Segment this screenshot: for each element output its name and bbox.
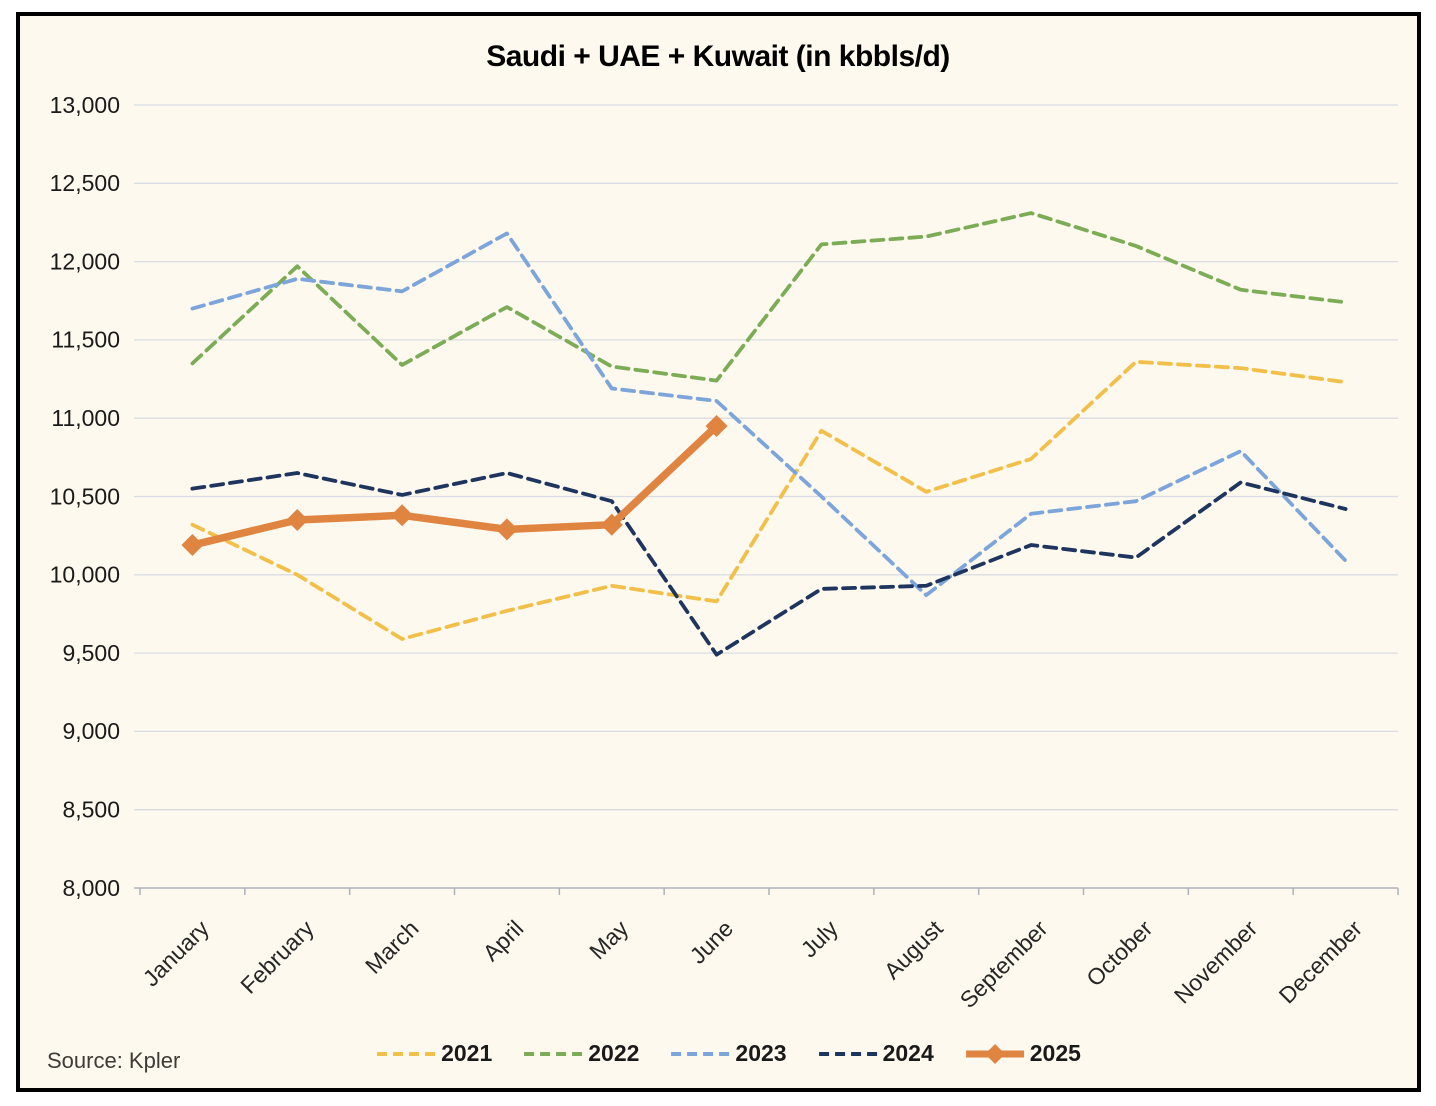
y-tick-label: 11,500: [51, 327, 120, 353]
series-marker-2025: [181, 534, 204, 557]
x-tick-label: August: [879, 915, 948, 984]
y-tick-label: 8,000: [62, 875, 120, 901]
series-marker-2025: [600, 513, 623, 536]
x-tick-label: November: [1169, 915, 1263, 1009]
legend-item-2022: 2022: [522, 1040, 639, 1067]
source-label: Source: Kpler: [47, 1048, 181, 1073]
y-tick-label: 9,500: [62, 640, 120, 666]
legend-swatch-2022: [524, 1051, 583, 1056]
legend-label-2023: 2023: [735, 1040, 787, 1066]
legend-swatch-2024: [818, 1051, 877, 1056]
series-marker-2025: [391, 504, 414, 527]
legend-label-2025: 2025: [1029, 1040, 1081, 1066]
legend-swatch-2023: [671, 1051, 730, 1056]
x-tick-label: October: [1081, 915, 1157, 991]
x-tick-label: April: [478, 915, 529, 966]
legend-label-2024: 2024: [882, 1040, 934, 1066]
x-tick-label: January: [138, 915, 215, 992]
series-line-2024: [190, 471, 1348, 657]
x-tick-label: May: [584, 915, 633, 964]
y-tick-label: 8,500: [62, 797, 120, 823]
x-tick-label: December: [1274, 915, 1368, 1009]
legend-item-2021: 2021: [375, 1040, 492, 1067]
series-marker-2025: [495, 518, 518, 541]
legend-item-2025: 2025: [964, 1040, 1081, 1067]
x-tick-label: September: [955, 915, 1053, 1013]
y-tick-label: 12,500: [50, 170, 120, 196]
legend-swatch-2021: [377, 1051, 436, 1056]
legend-item-2023: 2023: [669, 1040, 787, 1067]
y-tick-label: 13,000: [50, 92, 120, 118]
x-tick-label: June: [684, 915, 738, 969]
legend-label-2022: 2022: [588, 1040, 640, 1066]
x-tick-label: March: [360, 915, 424, 979]
legend-item-2024: 2024: [817, 1040, 934, 1067]
y-tick-label: 10,500: [50, 483, 120, 509]
series-line-2022: [190, 211, 1348, 383]
series-marker-2025: [286, 508, 309, 531]
y-tick-label: 9,000: [62, 718, 120, 744]
chart-title: Saudi + UAE + Kuwait (in kbbls/d): [486, 40, 950, 73]
series-line-2023: [190, 231, 1348, 598]
series-line-2025: [188, 422, 721, 549]
legend-marker-2025: [984, 1043, 1005, 1064]
x-tick-label: February: [235, 915, 319, 999]
series-marker-2025: [705, 415, 728, 438]
y-tick-label: 12,000: [50, 248, 120, 274]
y-tick-label: 10,000: [50, 562, 120, 588]
y-tick-label: 11,000: [51, 405, 120, 431]
legend-swatch-2025: [965, 1043, 1024, 1064]
series-line-2021: [190, 359, 1348, 641]
legend-label-2021: 2021: [441, 1040, 493, 1066]
x-tick-label: July: [796, 915, 844, 963]
chart-legend: 2021 2022 2023 2024 2025: [375, 1040, 1081, 1067]
